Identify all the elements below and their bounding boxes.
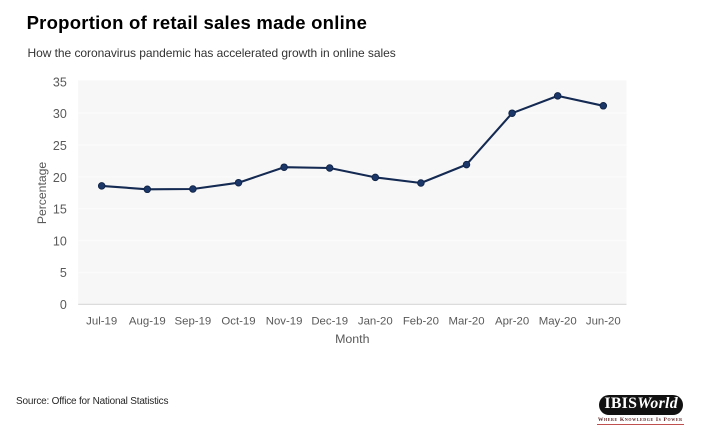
svg-text:Apr-20: Apr-20 xyxy=(495,316,529,328)
svg-text:35: 35 xyxy=(53,76,67,90)
svg-text:0: 0 xyxy=(60,298,67,312)
svg-text:Sep-19: Sep-19 xyxy=(175,316,212,328)
svg-text:Mar-20: Mar-20 xyxy=(448,316,484,328)
svg-text:10: 10 xyxy=(53,234,67,248)
svg-text:20: 20 xyxy=(53,171,67,185)
svg-text:Month: Month xyxy=(335,332,370,346)
svg-text:Oct-19: Oct-19 xyxy=(221,316,255,328)
svg-text:25: 25 xyxy=(53,139,67,153)
svg-text:15: 15 xyxy=(53,203,67,217)
svg-text:Dec-19: Dec-19 xyxy=(311,316,348,328)
svg-text:May-20: May-20 xyxy=(539,316,577,328)
svg-text:Aug-19: Aug-19 xyxy=(129,316,166,328)
svg-text:Percentage: Percentage xyxy=(35,162,49,225)
svg-text:Feb-20: Feb-20 xyxy=(403,316,439,328)
svg-text:Nov-19: Nov-19 xyxy=(266,316,303,328)
svg-text:5: 5 xyxy=(60,266,67,280)
svg-text:Jun-20: Jun-20 xyxy=(586,316,621,328)
svg-text:30: 30 xyxy=(53,107,67,121)
svg-text:Jan-20: Jan-20 xyxy=(358,316,393,328)
svg-text:Jul-19: Jul-19 xyxy=(86,316,117,328)
